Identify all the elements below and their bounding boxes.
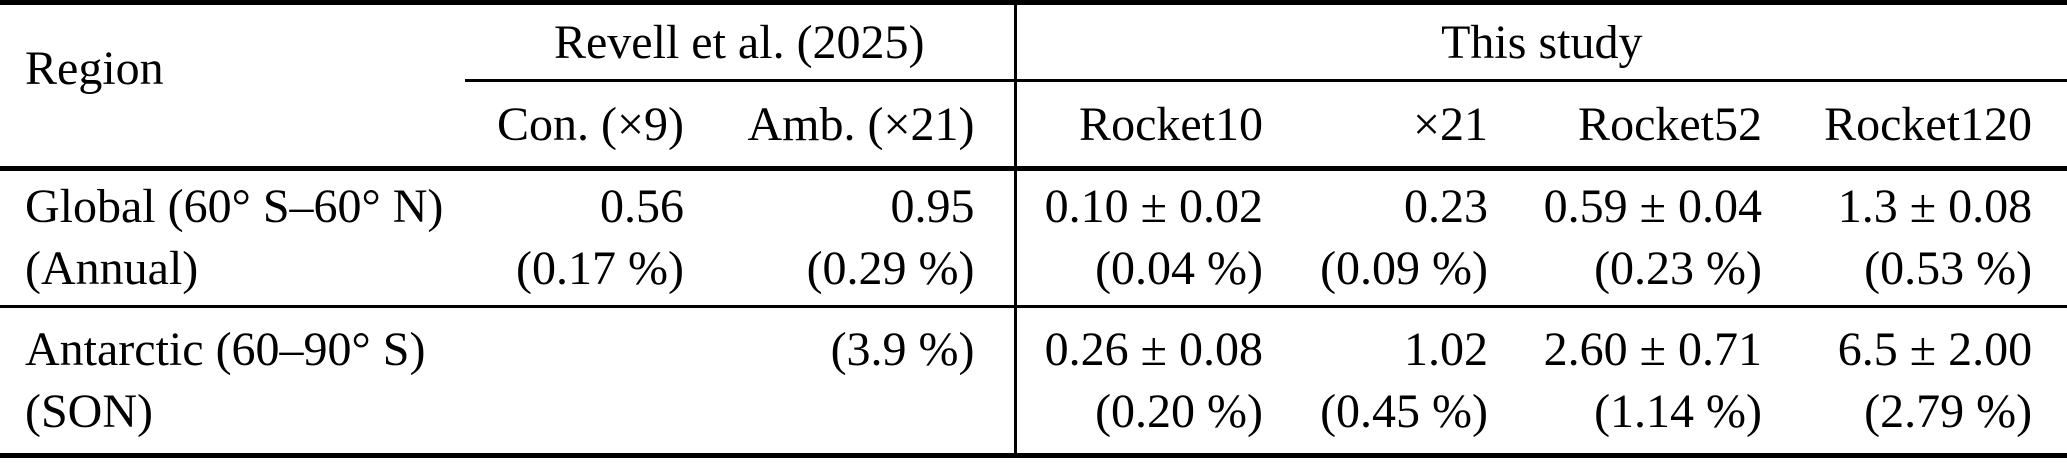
region-cell: Global (60° S–60° N) (Annual) [0,168,465,308]
table-row-global: Global (60° S–60° N) (Annual) 0.56 (0.17… [0,168,2067,308]
table-cell: 0.95 (0.29 %) [696,168,1016,308]
cell-value: 2.60 ± 0.71 [1543,322,1763,376]
group-header-this-study: This study [1013,2,2067,82]
table-cell: (3.9 %) [696,307,1015,456]
cell-value: 0.10 ± 0.02 [1044,180,1264,233]
table-cell: 1.3 ± 0.08 (0.53 %) [1774,168,2067,308]
cell-percent: (0.09 %) [1320,242,1489,295]
column-header-con: Con. (×9) [465,80,696,171]
group-header-revell: Revell et al. (2025) [465,2,1016,82]
region-column-header: Region [0,2,465,171]
table-cell: 0.10 ± 0.02 (0.04 %) [1013,168,1276,308]
table-cell: 0.23 (0.09 %) [1275,168,1501,308]
region-name: Antarctic (60–90° S) [25,322,426,376]
table-row-antarctic: Antarctic (60–90° S) (SON) (3.9 %) 0.26 … [0,306,2067,456]
table-cell: 6.5 ± 2.00 (2.79 %) [1774,307,2067,456]
table-cell: 1.02 (0.45 %) [1275,307,1500,456]
region-season: (SON) [25,384,153,438]
column-header-rocket120: Rocket120 [1774,80,2067,171]
table-cell: 0.26 ± 0.08 (0.20 %) [1013,306,1276,456]
region-season: (Annual) [25,242,199,295]
cell-percent: (0.04 %) [1095,242,1264,295]
cell-value: 0.23 [1404,180,1489,233]
results-table: Region Revell et al. (2025) This study C… [0,0,2067,458]
table-cell: 2.60 ± 0.71 (1.14 %) [1500,307,1774,456]
table-cell: 0.59 ± 0.04 (0.23 %) [1500,168,1775,308]
cell-value: 0.26 ± 0.08 [1044,322,1264,376]
column-header-amb: Amb. (×21) [696,80,1016,171]
cell-value: (3.9 %) [830,322,975,376]
region-cell: Antarctic (60–90° S) (SON) [0,307,465,456]
cell-value: 0.95 [890,180,975,233]
cell-value: 0.56 [600,180,684,233]
header-group-row: Region Revell et al. (2025) This study [0,2,2067,171]
cell-percent [696,381,975,443]
cell-value: 1.3 ± 0.08 [1837,180,2033,233]
column-header-x21: ×21 [1275,80,1501,171]
cell-percent: (0.23 %) [1594,242,1763,295]
cell-percent: (0.17 %) [516,242,684,295]
cell-percent: (2.79 %) [1864,384,2033,438]
cell-value: 1.02 [1404,322,1489,376]
cell-value: 6.5 ± 2.00 [1837,322,2033,376]
cell-value: 0.59 ± 0.04 [1543,180,1763,233]
cell-percent: (0.53 %) [1864,242,2033,295]
cell-percent: (1.14 %) [1594,384,1763,438]
header-columns-row: Con. (×9) Amb. (×21) Rocket10 ×21 Rocket… [0,80,2067,171]
cell-percent: (0.29 %) [806,242,975,295]
table-cell [465,307,696,456]
cell-percent [465,381,684,443]
table-cell: 0.56 (0.17 %) [465,168,696,308]
column-header-rocket10: Rocket10 [1013,80,1276,171]
cell-value [465,319,684,381]
region-name: Global (60° S–60° N) [25,180,444,233]
cell-percent: (0.20 %) [1095,384,1264,438]
cell-percent: (0.45 %) [1320,384,1489,438]
column-header-rocket52: Rocket52 [1500,80,1775,171]
